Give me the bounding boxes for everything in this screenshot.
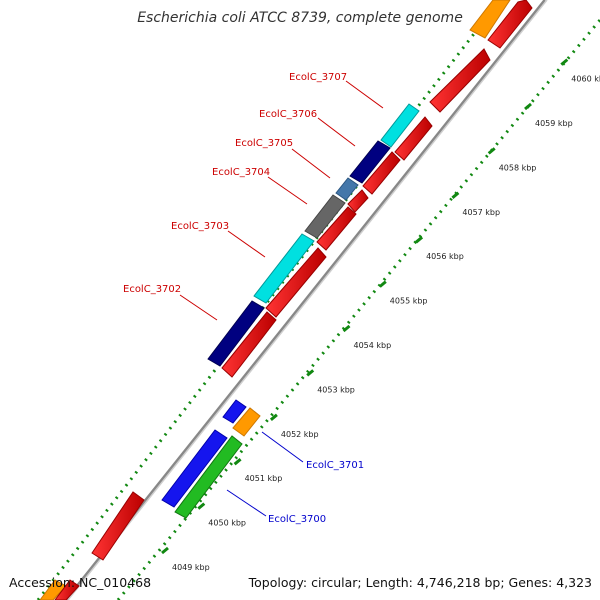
gene-label-3703[interactable]: EcolC_3703 [171,221,229,232]
gene-red-7[interactable] [265,247,327,318]
gene-red-4[interactable] [362,151,401,195]
scale-tick-label: 4057 kbp [462,208,500,217]
scale-tick [560,58,569,66]
topology-text: Topology: circular; Length: 4,746,218 bp… [248,575,592,590]
gene-label-3701[interactable]: EcolC_3701 [306,460,364,471]
outer-dotted-track [36,0,502,600]
scale-tick-label: 4056 kbp [426,252,464,261]
scale-tick-label: 4051 kbp [245,474,283,483]
scale-tick [306,369,315,377]
gene-blue-b[interactable] [161,429,228,508]
scale-tick-label: 4050 kbp [208,519,246,528]
scale-ticks: 4049 kbp 4050 kbp 4051 kbp 4052 kbp 4053 kbp… [161,58,600,572]
gene-label-3704[interactable]: EcolC_3704 [212,167,270,178]
scale-tick-label: 4052 kbp [281,430,319,439]
gene-ecolc-3707[interactable] [380,103,420,148]
genome-backbone [64,0,547,600]
gene-red-bottom[interactable] [54,579,80,600]
gene-orange-top[interactable] [469,0,511,39]
gene-red-5[interactable] [347,189,369,213]
gene-label-3700[interactable]: EcolC_3700 [268,514,326,525]
lower-strand-genes [54,0,533,600]
scale-tick [342,324,351,333]
gene-red-top-2[interactable] [429,48,491,113]
inner-dotted-track [116,19,600,600]
scale-tick-label: 4059 kbp [535,119,573,128]
gene-red-8[interactable] [221,311,277,378]
gene-label-3702[interactable]: EcolC_3702 [123,284,181,295]
gene-ecolc-3706[interactable] [349,140,391,184]
scale-tick-label: 4054 kbp [354,341,392,350]
gene-orange-mid[interactable] [232,407,261,437]
gene-blue-a[interactable] [222,399,247,424]
gene-label-3706[interactable]: EcolC_3706 [259,109,317,120]
scale-tick [233,458,242,466]
gene-green[interactable] [174,435,243,519]
scale-tick-label: 4055 kbp [390,297,428,306]
gene-labels: EcolC_3707 EcolC_3706 EcolC_3705 EcolC_3… [123,72,364,525]
scale-tick [269,413,278,421]
gene-label-3705[interactable]: EcolC_3705 [235,138,293,149]
scale-tick [524,102,532,111]
scale-tick-label: 4058 kbp [499,163,537,172]
label-leaders [179,80,384,517]
scale-tick [378,280,387,288]
gene-red-3[interactable] [394,116,433,161]
accession-text: Accession: NC_010468 [9,575,152,590]
gene-label-3707[interactable]: EcolC_3707 [289,72,347,83]
scale-tick-label: 4053 kbp [317,385,355,394]
genome-backbone-shadow [67,0,548,600]
gene-red-top-1[interactable] [487,0,533,49]
gene-ecolc-3702[interactable] [207,300,265,367]
gene-ecolc-3703[interactable] [253,233,315,304]
gene-ecolc-3704[interactable] [304,194,346,239]
gene-red-left[interactable] [91,491,145,561]
gene-ecolc-3705[interactable] [335,177,359,201]
scale-tick [197,502,206,510]
scale-tick [161,546,169,555]
scale-tick [451,191,460,199]
scale-tick [415,236,424,244]
scale-tick-label: 4060 kbp [571,75,600,84]
gene-red-6[interactable] [316,206,357,251]
scale-tick [487,147,496,155]
upper-strand-genes [39,0,511,600]
map-title: Escherichia coli ATCC 8739, complete gen… [137,10,463,26]
scale-tick-label: 4049 kbp [172,563,210,572]
